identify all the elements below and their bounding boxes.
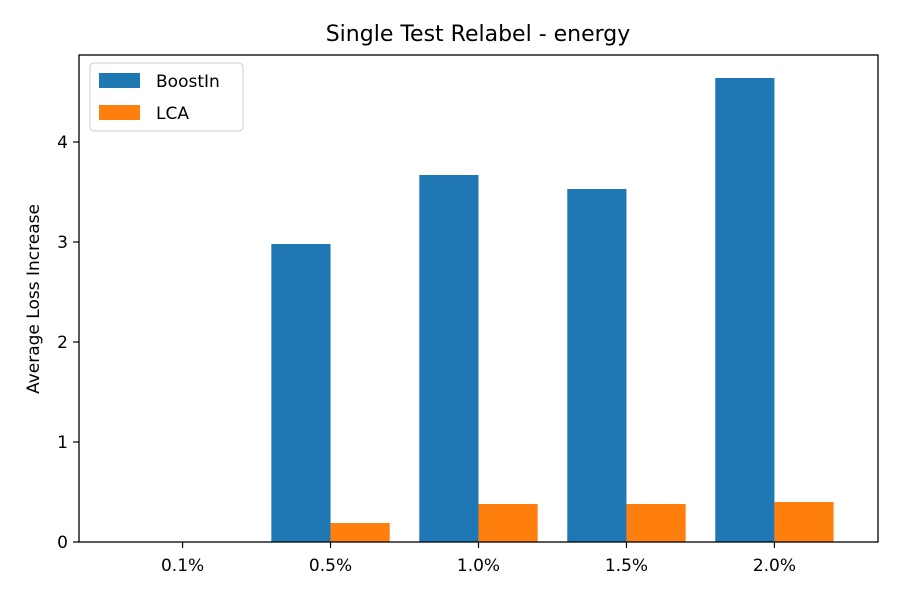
bar-boostin-1 — [271, 244, 331, 542]
y-tick-label: 3 — [57, 233, 68, 253]
plot-frame — [78, 54, 879, 543]
y-ticks-group: 0 1 2 3 4 — [57, 133, 79, 553]
x-ticks-group: 0.1% 0.5% 1.0% 1.5% 2.0% — [161, 542, 796, 576]
legend-label-boostin: BoostIn — [156, 72, 220, 92]
bar-lca-3 — [626, 504, 686, 542]
bar-boostin-3 — [567, 189, 627, 542]
bars-group — [271, 78, 834, 542]
legend: BoostIn LCA — [89, 62, 244, 132]
bar-boostin-2 — [419, 175, 479, 542]
bar-lca-1 — [330, 523, 390, 542]
x-tick-label: 1.0% — [457, 556, 500, 576]
x-tick-label: 0.1% — [161, 556, 204, 576]
y-tick-label: 4 — [57, 133, 68, 153]
bar-lca-4 — [774, 502, 834, 542]
legend-swatch-lca — [99, 105, 140, 120]
x-tick-label: 1.5% — [605, 556, 648, 576]
legend-swatch-boostin — [99, 73, 140, 88]
x-tick-label: 2.0% — [753, 556, 796, 576]
y-tick-label: 2 — [57, 333, 68, 353]
bar-boostin-4 — [715, 78, 775, 542]
y-axis-label: Average Loss Increase — [24, 204, 44, 394]
legend-label-lca: LCA — [156, 104, 189, 124]
bar-lca-2 — [478, 504, 538, 542]
y-tick-label: 0 — [57, 533, 68, 553]
y-tick-label: 1 — [57, 433, 68, 453]
x-tick-label: 0.5% — [309, 556, 352, 576]
chart-title: Single Test Relabel - energy — [326, 22, 631, 47]
